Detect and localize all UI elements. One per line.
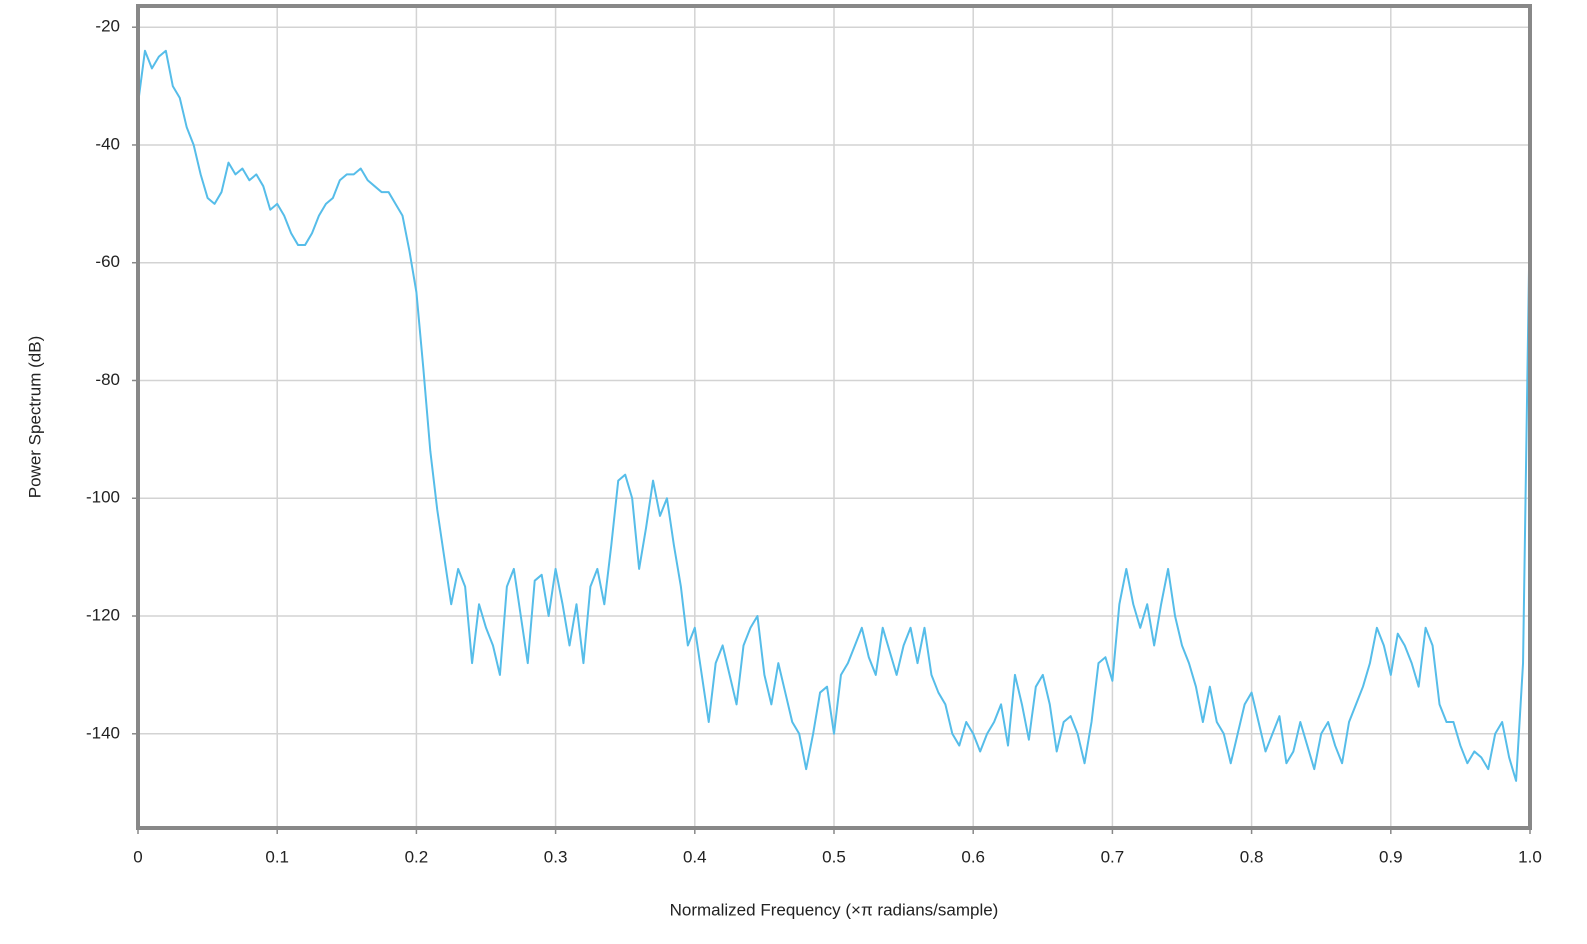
y-tick-label: -40	[95, 134, 120, 153]
x-tick-label: 0.2	[405, 847, 429, 866]
x-axis-label: Normalized Frequency (×π radians/sample)	[670, 900, 999, 919]
y-tick-label: -20	[95, 17, 120, 36]
x-tick-label: 0	[133, 847, 142, 866]
x-tick-label: 0.8	[1240, 847, 1264, 866]
plot-frame	[136, 4, 1532, 830]
x-tick-label: 0.4	[683, 847, 707, 866]
x-tick-label: 1.0	[1518, 847, 1542, 866]
y-tick-label: -80	[95, 370, 120, 389]
y-axis-label: Power Spectrum (dB)	[25, 336, 44, 499]
x-tick-label: 0.9	[1379, 847, 1403, 866]
x-tick-label: 0.5	[822, 847, 846, 866]
x-tick-label: 0.7	[1101, 847, 1125, 866]
spectrum-line	[137, 49, 1531, 782]
y-tick-label: -120	[86, 606, 120, 625]
x-tick-label: 0.3	[544, 847, 568, 866]
x-tick-label: 0.6	[961, 847, 985, 866]
y-tick-label: -60	[95, 252, 120, 271]
y-tick-label: -100	[86, 488, 120, 507]
x-tick-label: 0.1	[265, 847, 289, 866]
y-tick-label: -140	[86, 723, 120, 742]
